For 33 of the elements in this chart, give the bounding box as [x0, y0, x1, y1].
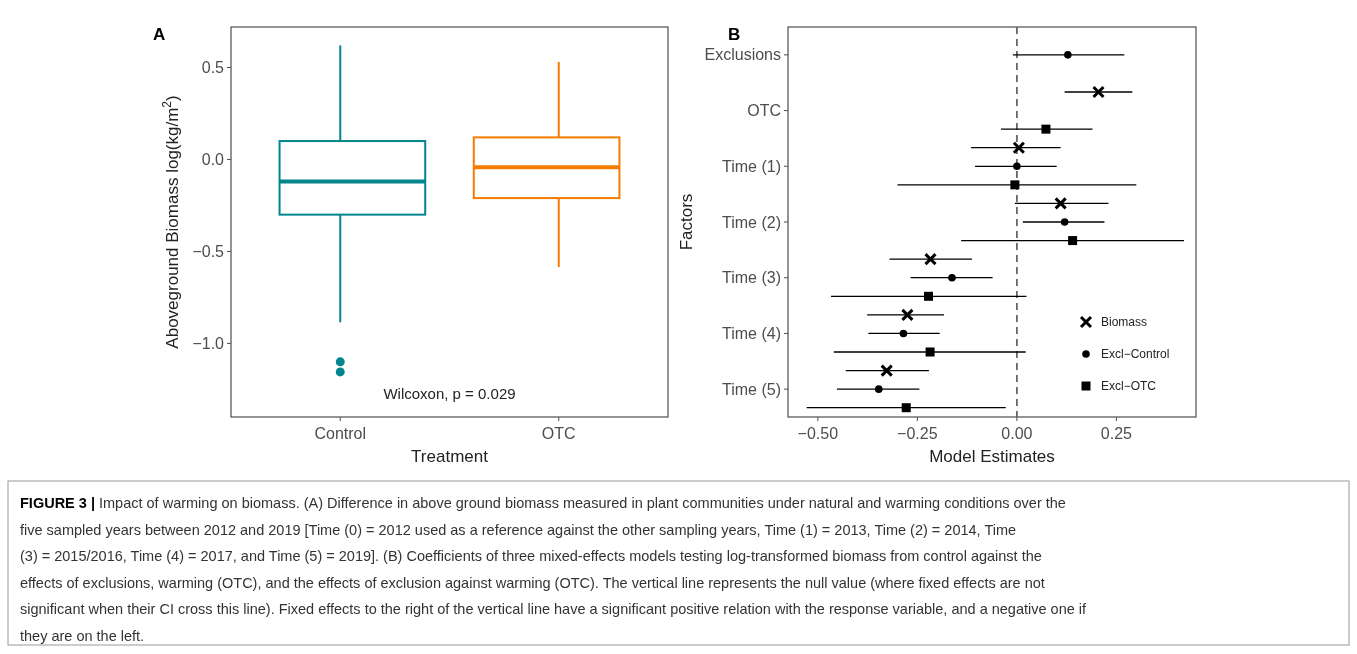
- text: significant when their CI cross this line). Fixed effects to the right of the vertical line have a significant positive relation with the response variable, and a negative one if: [20, 601, 1088, 617]
- x-tick-label: Control: [314, 425, 367, 442]
- y-tick-label: Exclusions: [704, 46, 781, 64]
- x-axis-title: Model Estimates: [929, 447, 1055, 466]
- x-tick-label: 0.25: [1100, 425, 1133, 442]
- text: (3) = 2015/2016, Time (4) = 2017, and Time (5) = 2019]. (B) Coefficients of three mixed-effects models testing log-transformed biomass from control against the: [20, 548, 1042, 564]
- chart-title: B: [728, 25, 741, 44]
- text: effects of exclusions, warming (OTC), and the effects of exclusion against warming (OTC). The vertical line represents the null value (where fixed effects are not: [20, 574, 1045, 591]
- y-tick-label: −1.0: [192, 335, 225, 353]
- x-axis-title: Treatment: [411, 447, 489, 466]
- y-tick-label: Time (1): [722, 157, 781, 175]
- y-axis-title: Factors: [677, 193, 696, 251]
- y-tick-label: Time (5): [722, 380, 781, 398]
- y-tick-label: Time (3): [722, 269, 781, 287]
- x-tick-label: 0.00: [1001, 425, 1033, 442]
- y-tick-label: Time (2): [722, 213, 781, 231]
- x-tick-label: −0.50: [797, 425, 839, 442]
- y-tick-label: 0.5: [201, 59, 225, 77]
- text: Impact of warming on biomass. (A) Difference in above ground biomass measured in plant communities under natural and warming conditions over the: [99, 495, 1066, 511]
- text: they are on the left.: [20, 627, 145, 644]
- legend-label: Excl−Control: [1101, 347, 1170, 362]
- legend-label: Excl−OTC: [1101, 379, 1157, 394]
- chart-title: A: [153, 25, 166, 44]
- text: five sampled years between 2012 and 2019 [Time (0) = 2012 used as a reference against the other sampling years, Time (1) = 2013, Time (2) = 2014, Time: [20, 521, 1017, 538]
- y-tick-label: Time (4): [722, 325, 781, 343]
- annotation: Wilcoxon, p = 0.029: [383, 385, 516, 402]
- text: FIGURE 3 |: [20, 495, 99, 511]
- x-tick-label: OTC: [541, 425, 576, 442]
- y-tick-label: −0.5: [192, 243, 225, 261]
- y-tick-label: OTC: [747, 102, 781, 120]
- y-tick-label: 0.0: [201, 151, 225, 169]
- legend-label: Biomass: [1101, 315, 1148, 330]
- x-tick-label: −0.25: [897, 425, 938, 442]
